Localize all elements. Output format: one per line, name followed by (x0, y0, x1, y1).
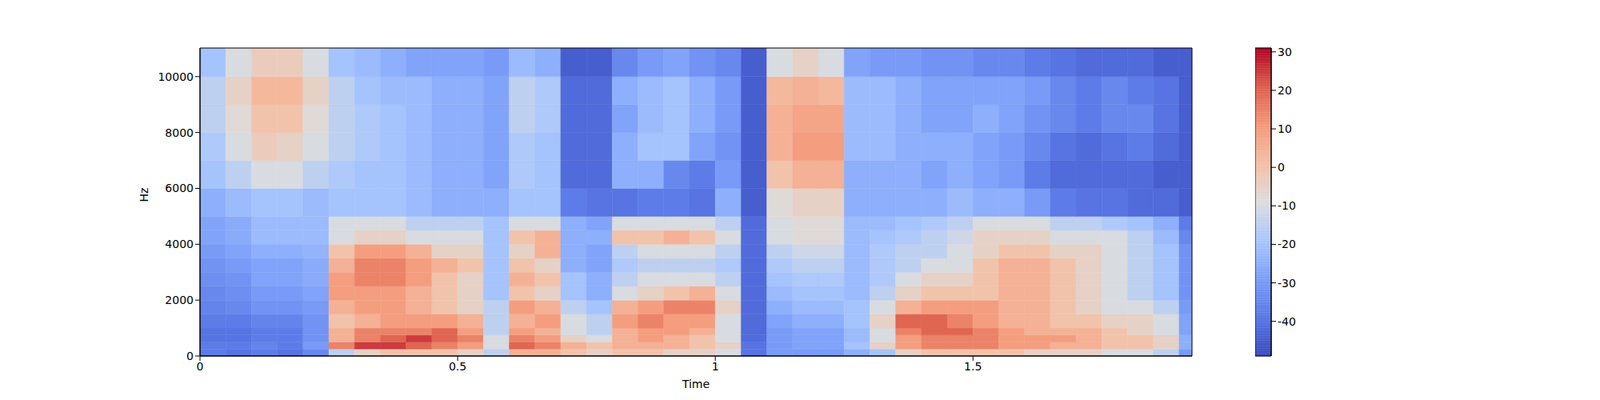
svg-text:1: 1 (712, 360, 720, 373)
svg-text:20: 20 (1277, 84, 1292, 97)
svg-text:0.5: 0.5 (448, 360, 467, 373)
svg-text:1.5: 1.5 (964, 360, 982, 373)
svg-text:Hz: Hz (137, 188, 151, 203)
svg-text:30: 30 (1277, 45, 1292, 59)
svg-text:6000: 6000 (164, 181, 194, 195)
svg-text:10000: 10000 (157, 70, 194, 84)
svg-text:0: 0 (196, 360, 204, 373)
svg-text:0: 0 (1277, 160, 1285, 174)
svg-text:4000: 4000 (164, 237, 194, 251)
svg-text:-40: -40 (1277, 315, 1296, 328)
svg-text:-20: -20 (1277, 237, 1296, 251)
svg-text:-30: -30 (1277, 276, 1296, 290)
svg-text:2000: 2000 (164, 293, 194, 307)
svg-text:-10: -10 (1277, 199, 1296, 212)
svg-text:8000: 8000 (164, 126, 194, 140)
svg-text:Time: Time (681, 377, 710, 391)
svg-text:0: 0 (186, 349, 194, 363)
svg-text:10: 10 (1277, 122, 1292, 136)
